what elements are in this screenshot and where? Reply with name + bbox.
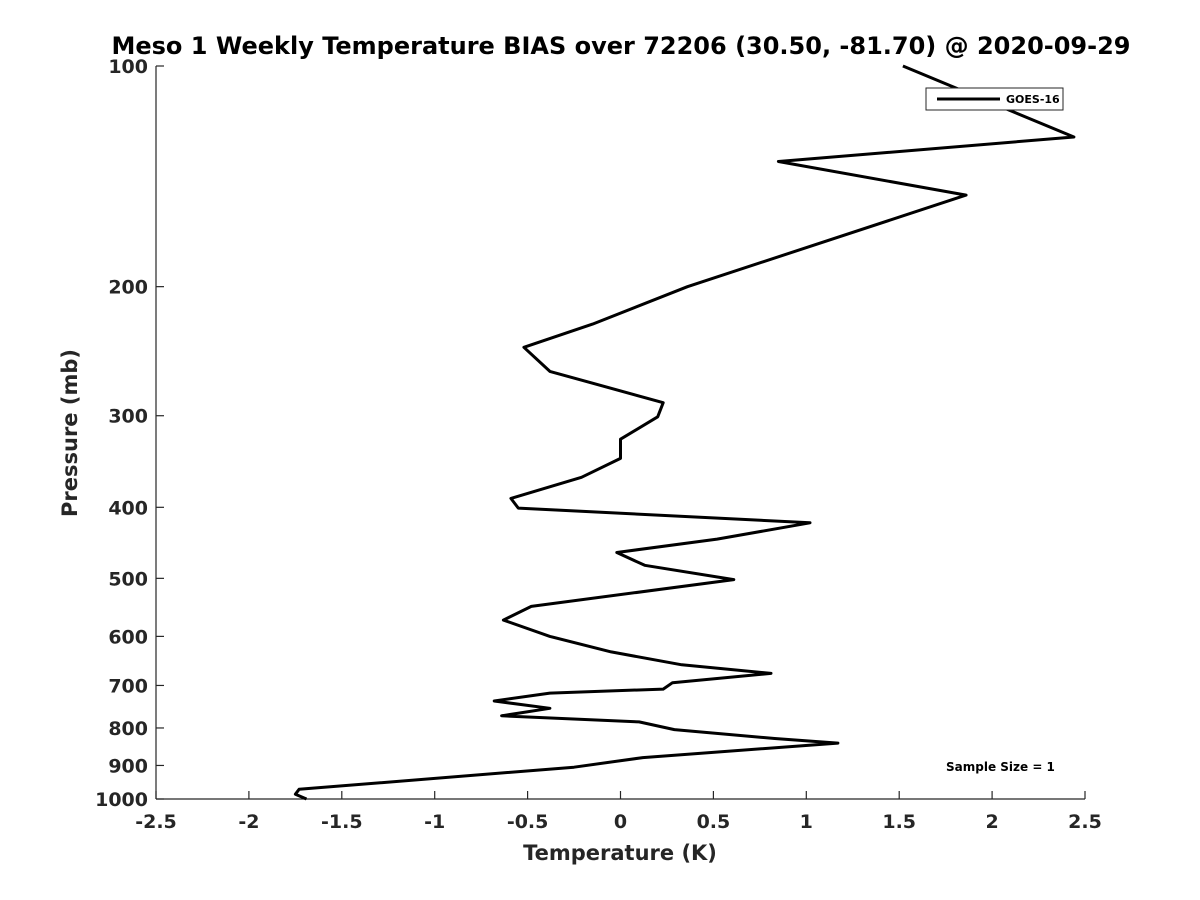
legend-entry-goes-16: GOES-16 xyxy=(1006,93,1060,106)
y-tick-label: 900 xyxy=(108,755,148,777)
x-tick-label: 1.5 xyxy=(882,811,916,833)
y-tick-label: 700 xyxy=(108,675,148,697)
y-tick-label: 800 xyxy=(108,718,148,740)
x-tick-label: 2 xyxy=(985,811,998,833)
y-tick-label: 200 xyxy=(108,277,148,299)
x-tick-label: 2.5 xyxy=(1068,811,1102,833)
x-tick-label: 0 xyxy=(614,811,627,833)
x-tick-label: -0.5 xyxy=(507,811,549,833)
x-tick-label: -2 xyxy=(238,811,259,833)
y-tick-label: 600 xyxy=(108,626,148,648)
x-ticks: -2.5 -2 -1.5 -1 -0.5 0 0.5 1 1.5 2 2.5 xyxy=(135,791,1102,833)
chart-title: Meso 1 Weekly Temperature BIAS over 7220… xyxy=(111,32,1130,60)
y-tick-label: 1000 xyxy=(95,789,148,811)
x-tick-label: 1 xyxy=(800,811,813,833)
y-tick-label: 300 xyxy=(108,406,148,428)
y-tick-label: 400 xyxy=(108,497,148,519)
x-tick-label: -2.5 xyxy=(135,811,177,833)
x-tick-label: -1 xyxy=(424,811,445,833)
legend: GOES-16 xyxy=(925,87,1064,111)
x-axis-label: Temperature (K) xyxy=(523,841,717,865)
y-ticks: 100 200 300 400 500 600 700 800 900 1000 xyxy=(95,56,164,811)
x-tick-label: -1.5 xyxy=(321,811,363,833)
y-tick-label: 500 xyxy=(108,568,148,590)
x-tick-label: 0.5 xyxy=(697,811,731,833)
sample-size-annotation: Sample Size = 1 xyxy=(946,760,1055,774)
y-axis-label: Pressure (mb) xyxy=(58,349,82,517)
y-tick-label: 100 xyxy=(108,56,148,78)
series-line-goes-16 xyxy=(293,64,1076,801)
